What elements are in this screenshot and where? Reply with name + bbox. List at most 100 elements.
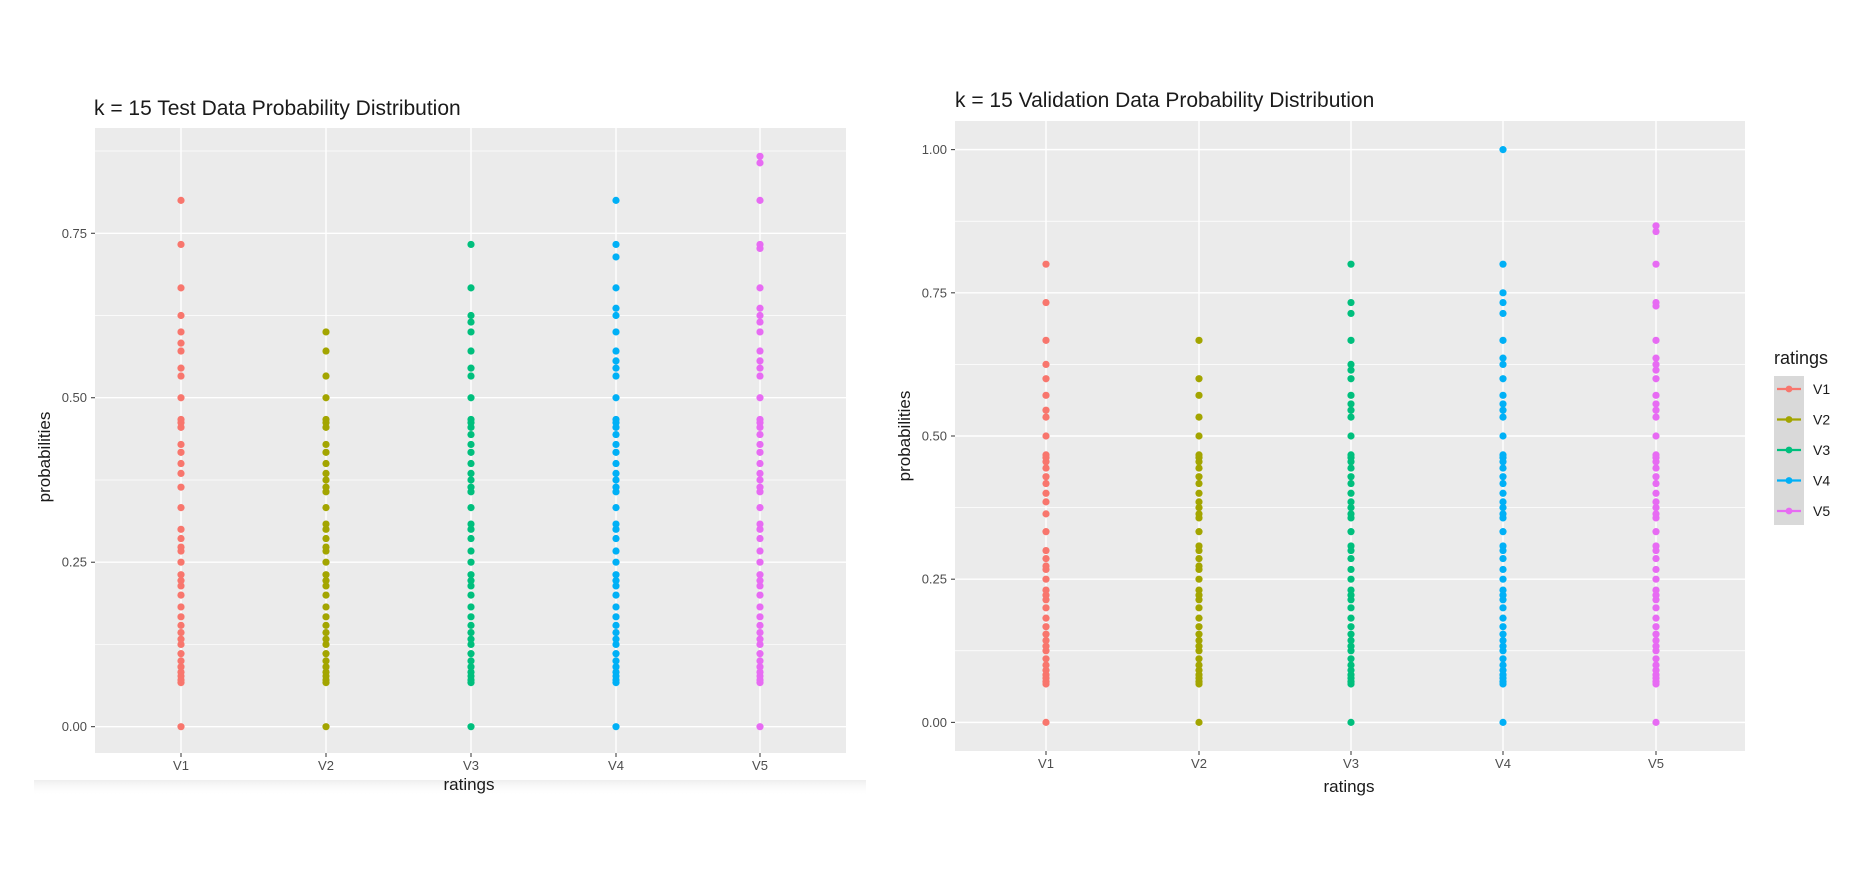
test-data-point (756, 318, 764, 326)
validation-data-point (1042, 604, 1050, 612)
test-data-point (177, 284, 185, 292)
test-data-point (612, 613, 620, 621)
test-data-point (612, 657, 620, 665)
test-data-point (612, 347, 620, 355)
test-data-point (467, 629, 475, 637)
validation-data-point (1499, 503, 1507, 512)
validation-data-point (1347, 391, 1355, 399)
test-data-point (177, 459, 185, 468)
test-data-point (467, 582, 475, 590)
test-data-point (612, 284, 620, 292)
validation-data-point (1499, 479, 1507, 488)
test-data-point (612, 558, 620, 566)
validation-data-point (1652, 542, 1660, 550)
test-data-point (756, 304, 764, 312)
test-data-point (467, 459, 475, 468)
test-ytick-label: 0.25 (62, 555, 87, 570)
validation-data-point (1499, 642, 1507, 650)
test-data-point (177, 525, 185, 533)
test-data-point (612, 240, 620, 249)
test-data-point (177, 577, 185, 585)
validation-data-point (1347, 498, 1355, 506)
validation-data-point (1347, 309, 1355, 318)
test-data-point (467, 621, 475, 629)
validation-xtick-label: V5 (1648, 756, 1664, 771)
test-data-point (467, 571, 475, 579)
validation-data-point (1499, 375, 1507, 383)
validation-data-point (1195, 473, 1203, 481)
validation-data-point (1042, 642, 1050, 650)
validation-data-point (1042, 298, 1050, 307)
validation-data-point (1195, 391, 1203, 399)
validation-data-point (1042, 655, 1050, 663)
test-data-point (612, 469, 620, 477)
test-series-v5 (756, 152, 764, 731)
legend-label: V2 (1813, 412, 1830, 428)
validation-data-point (1347, 623, 1355, 631)
validation-data-point (1652, 479, 1660, 488)
validation-data-point (1499, 636, 1507, 645)
test-data-point (322, 543, 330, 551)
validation-data-point (1042, 451, 1050, 459)
validation-data-point (1499, 432, 1507, 440)
validation-data-point (1499, 528, 1507, 536)
validation-data-point (1652, 400, 1660, 408)
test-data-point (322, 347, 330, 355)
test-data-point (756, 347, 764, 355)
validation-data-point (1347, 260, 1355, 268)
validation-data-point (1347, 718, 1355, 726)
validation-data-point (1499, 623, 1507, 631)
test-data-point (756, 311, 764, 320)
validation-data-point (1347, 489, 1355, 497)
validation-data-point (1499, 464, 1507, 472)
validation-data-point (1499, 554, 1507, 563)
validation-data-point (1347, 298, 1355, 307)
validation-xtick-label: V3 (1343, 756, 1359, 771)
validation-data-point (1042, 406, 1050, 414)
test-data-point (756, 558, 764, 566)
test-data-point (756, 440, 764, 449)
validation-data-point (1195, 503, 1203, 512)
validation-data-point (1347, 614, 1355, 622)
test-data-point (177, 571, 185, 579)
validation-ytick-label: 0.25 (922, 572, 947, 587)
validation-data-point (1652, 336, 1660, 344)
validation-data-point (1042, 432, 1050, 440)
test-data-point (756, 240, 764, 249)
legend-label: V5 (1813, 503, 1830, 519)
test-data-point (756, 534, 764, 543)
validation-data-point (1499, 391, 1507, 399)
test-data-point (467, 547, 475, 555)
validation-data-point (1195, 636, 1203, 645)
validation-data-point (1195, 604, 1203, 612)
test-data-point (612, 415, 620, 424)
validation-data-point (1195, 614, 1203, 622)
test-data-point (756, 448, 764, 456)
validation-data-point (1042, 260, 1050, 268)
test-series-v1 (177, 196, 185, 731)
validation-data-point (1195, 642, 1203, 650)
validation-data-point (1499, 586, 1507, 594)
validation-data-point (1652, 391, 1660, 399)
test-data-point (177, 196, 185, 204)
test-data-point (756, 640, 764, 649)
test-data-point (322, 582, 330, 590)
validation-data-point (1195, 432, 1203, 440)
test-xtick-label: V4 (608, 758, 624, 773)
validation-xtick-label: V4 (1495, 756, 1511, 771)
validation-data-point (1042, 336, 1050, 344)
test-data-point (467, 318, 475, 326)
test-data-point (177, 339, 185, 347)
validation-data-point (1347, 464, 1355, 472)
test-data-point (756, 603, 764, 611)
validation-data-point (1195, 623, 1203, 631)
test-data-point (756, 196, 764, 204)
test-data-point (756, 582, 764, 590)
validation-data-point (1347, 336, 1355, 344)
validation-data-point (1652, 489, 1660, 497)
validation-data-point (1042, 375, 1050, 383)
legend-entry-v1: V1 (1777, 381, 1830, 397)
test-data-point (756, 430, 764, 439)
validation-data-point (1347, 400, 1355, 408)
test-data-point (177, 364, 185, 372)
